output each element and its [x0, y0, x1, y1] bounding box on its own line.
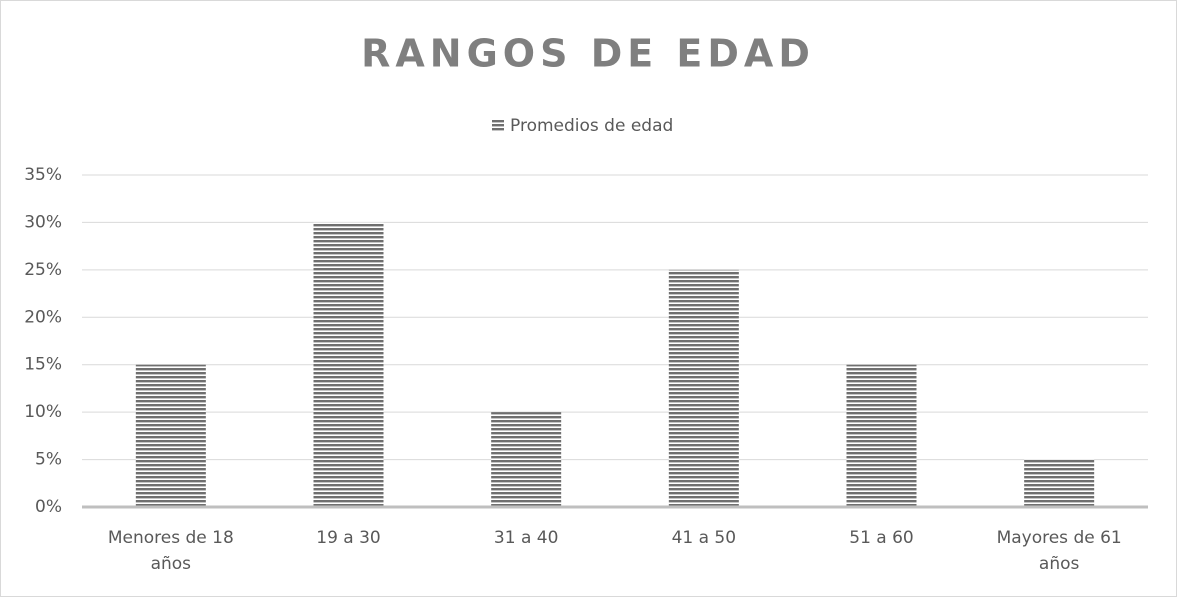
- x-tick-label: Menores de 18 años: [107, 528, 234, 574]
- bar: [313, 222, 384, 507]
- x-tick-label: 31 a 40: [493, 528, 559, 548]
- y-tick-label: 0%: [35, 497, 62, 517]
- y-tick-label: 15%: [24, 355, 62, 375]
- legend-swatch: [492, 120, 504, 132]
- x-tick-label: Mayores de 61 años: [996, 528, 1122, 574]
- chart-title: RANGOS DE EDAD: [361, 32, 815, 76]
- bar: [846, 364, 917, 507]
- y-tick-label: 30%: [24, 212, 62, 232]
- legend-label: Promedios de edad: [510, 116, 673, 136]
- x-tick-label: 19 a 30: [316, 528, 381, 548]
- y-tick-label: 5%: [35, 450, 62, 470]
- y-tick-label: 25%: [24, 260, 62, 280]
- x-tick-label: 51 a 60: [849, 528, 914, 548]
- bar: [135, 364, 206, 507]
- x-tick-label: 41 a 50: [671, 528, 737, 548]
- bar: [1024, 459, 1095, 507]
- y-tick-label: 20%: [24, 307, 62, 327]
- bar: [491, 412, 562, 507]
- y-tick-label: 35%: [24, 165, 62, 185]
- bar: [668, 269, 739, 507]
- y-tick-label: 10%: [24, 402, 62, 422]
